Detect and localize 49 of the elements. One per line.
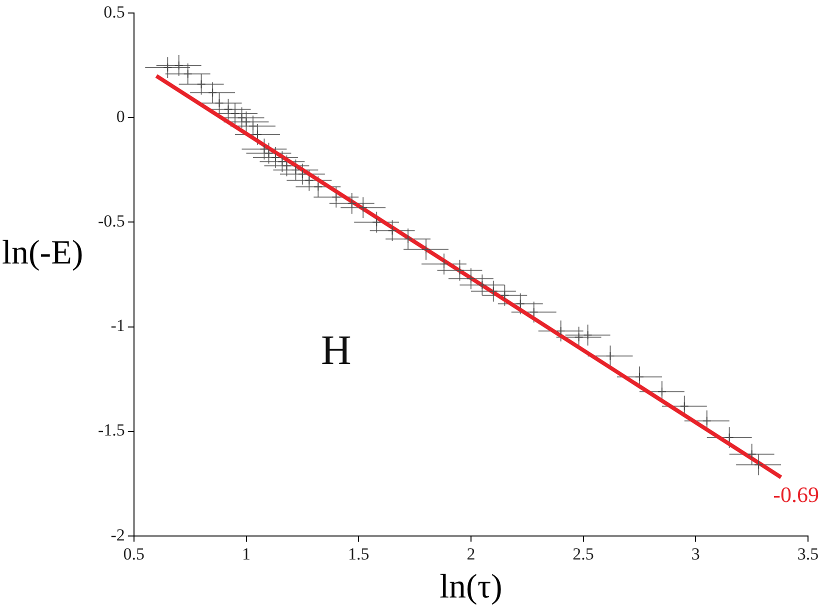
y-tick-label: -0.5: [98, 212, 125, 231]
point: [358, 203, 368, 212]
point: [422, 244, 431, 254]
point: [488, 286, 498, 296]
point: [208, 88, 218, 98]
y-tick-label: -1.5: [98, 420, 125, 440]
point: [747, 450, 756, 459]
annotation: -0.69: [773, 482, 819, 508]
x-tick-label: 0.5: [123, 544, 145, 564]
x-tick-label: 2: [466, 544, 476, 564]
x-tick-label: 3.5: [797, 544, 819, 564]
y-tick-label: 0: [116, 107, 125, 126]
point: [529, 308, 538, 317]
y-tick-label: -1: [110, 316, 125, 336]
point: [174, 60, 184, 70]
point: [332, 192, 341, 202]
annotation: H: [320, 328, 352, 374]
point: [574, 332, 584, 342]
point: [478, 280, 487, 290]
x-tick-label: 1: [242, 544, 251, 564]
point: [404, 234, 413, 244]
x-tick-label: 2.5: [572, 544, 594, 564]
point: [372, 218, 382, 227]
x-tick-label: 1.5: [348, 544, 370, 564]
point: [314, 182, 323, 192]
point: [702, 416, 712, 426]
point: [500, 290, 510, 300]
point: [183, 69, 192, 78]
point: [196, 80, 206, 89]
point: [304, 176, 314, 185]
x-tick-label: 3: [691, 544, 700, 564]
point: [455, 266, 464, 275]
point: [583, 330, 592, 340]
point: [556, 326, 566, 336]
point: [347, 198, 356, 208]
y-axis-title: ln(-E): [2, 234, 84, 272]
point: [388, 226, 397, 236]
point: [439, 260, 448, 269]
point: [606, 352, 615, 361]
point: [680, 402, 689, 411]
y-tick-label: 0.5: [104, 2, 125, 22]
point: [657, 387, 666, 396]
point: [466, 274, 476, 284]
y-tick-label: -2: [110, 525, 125, 544]
point: [724, 433, 734, 442]
point: [634, 372, 644, 382]
point: [163, 63, 172, 72]
x-axis-title: ln(τ): [440, 568, 502, 606]
point: [516, 299, 525, 308]
